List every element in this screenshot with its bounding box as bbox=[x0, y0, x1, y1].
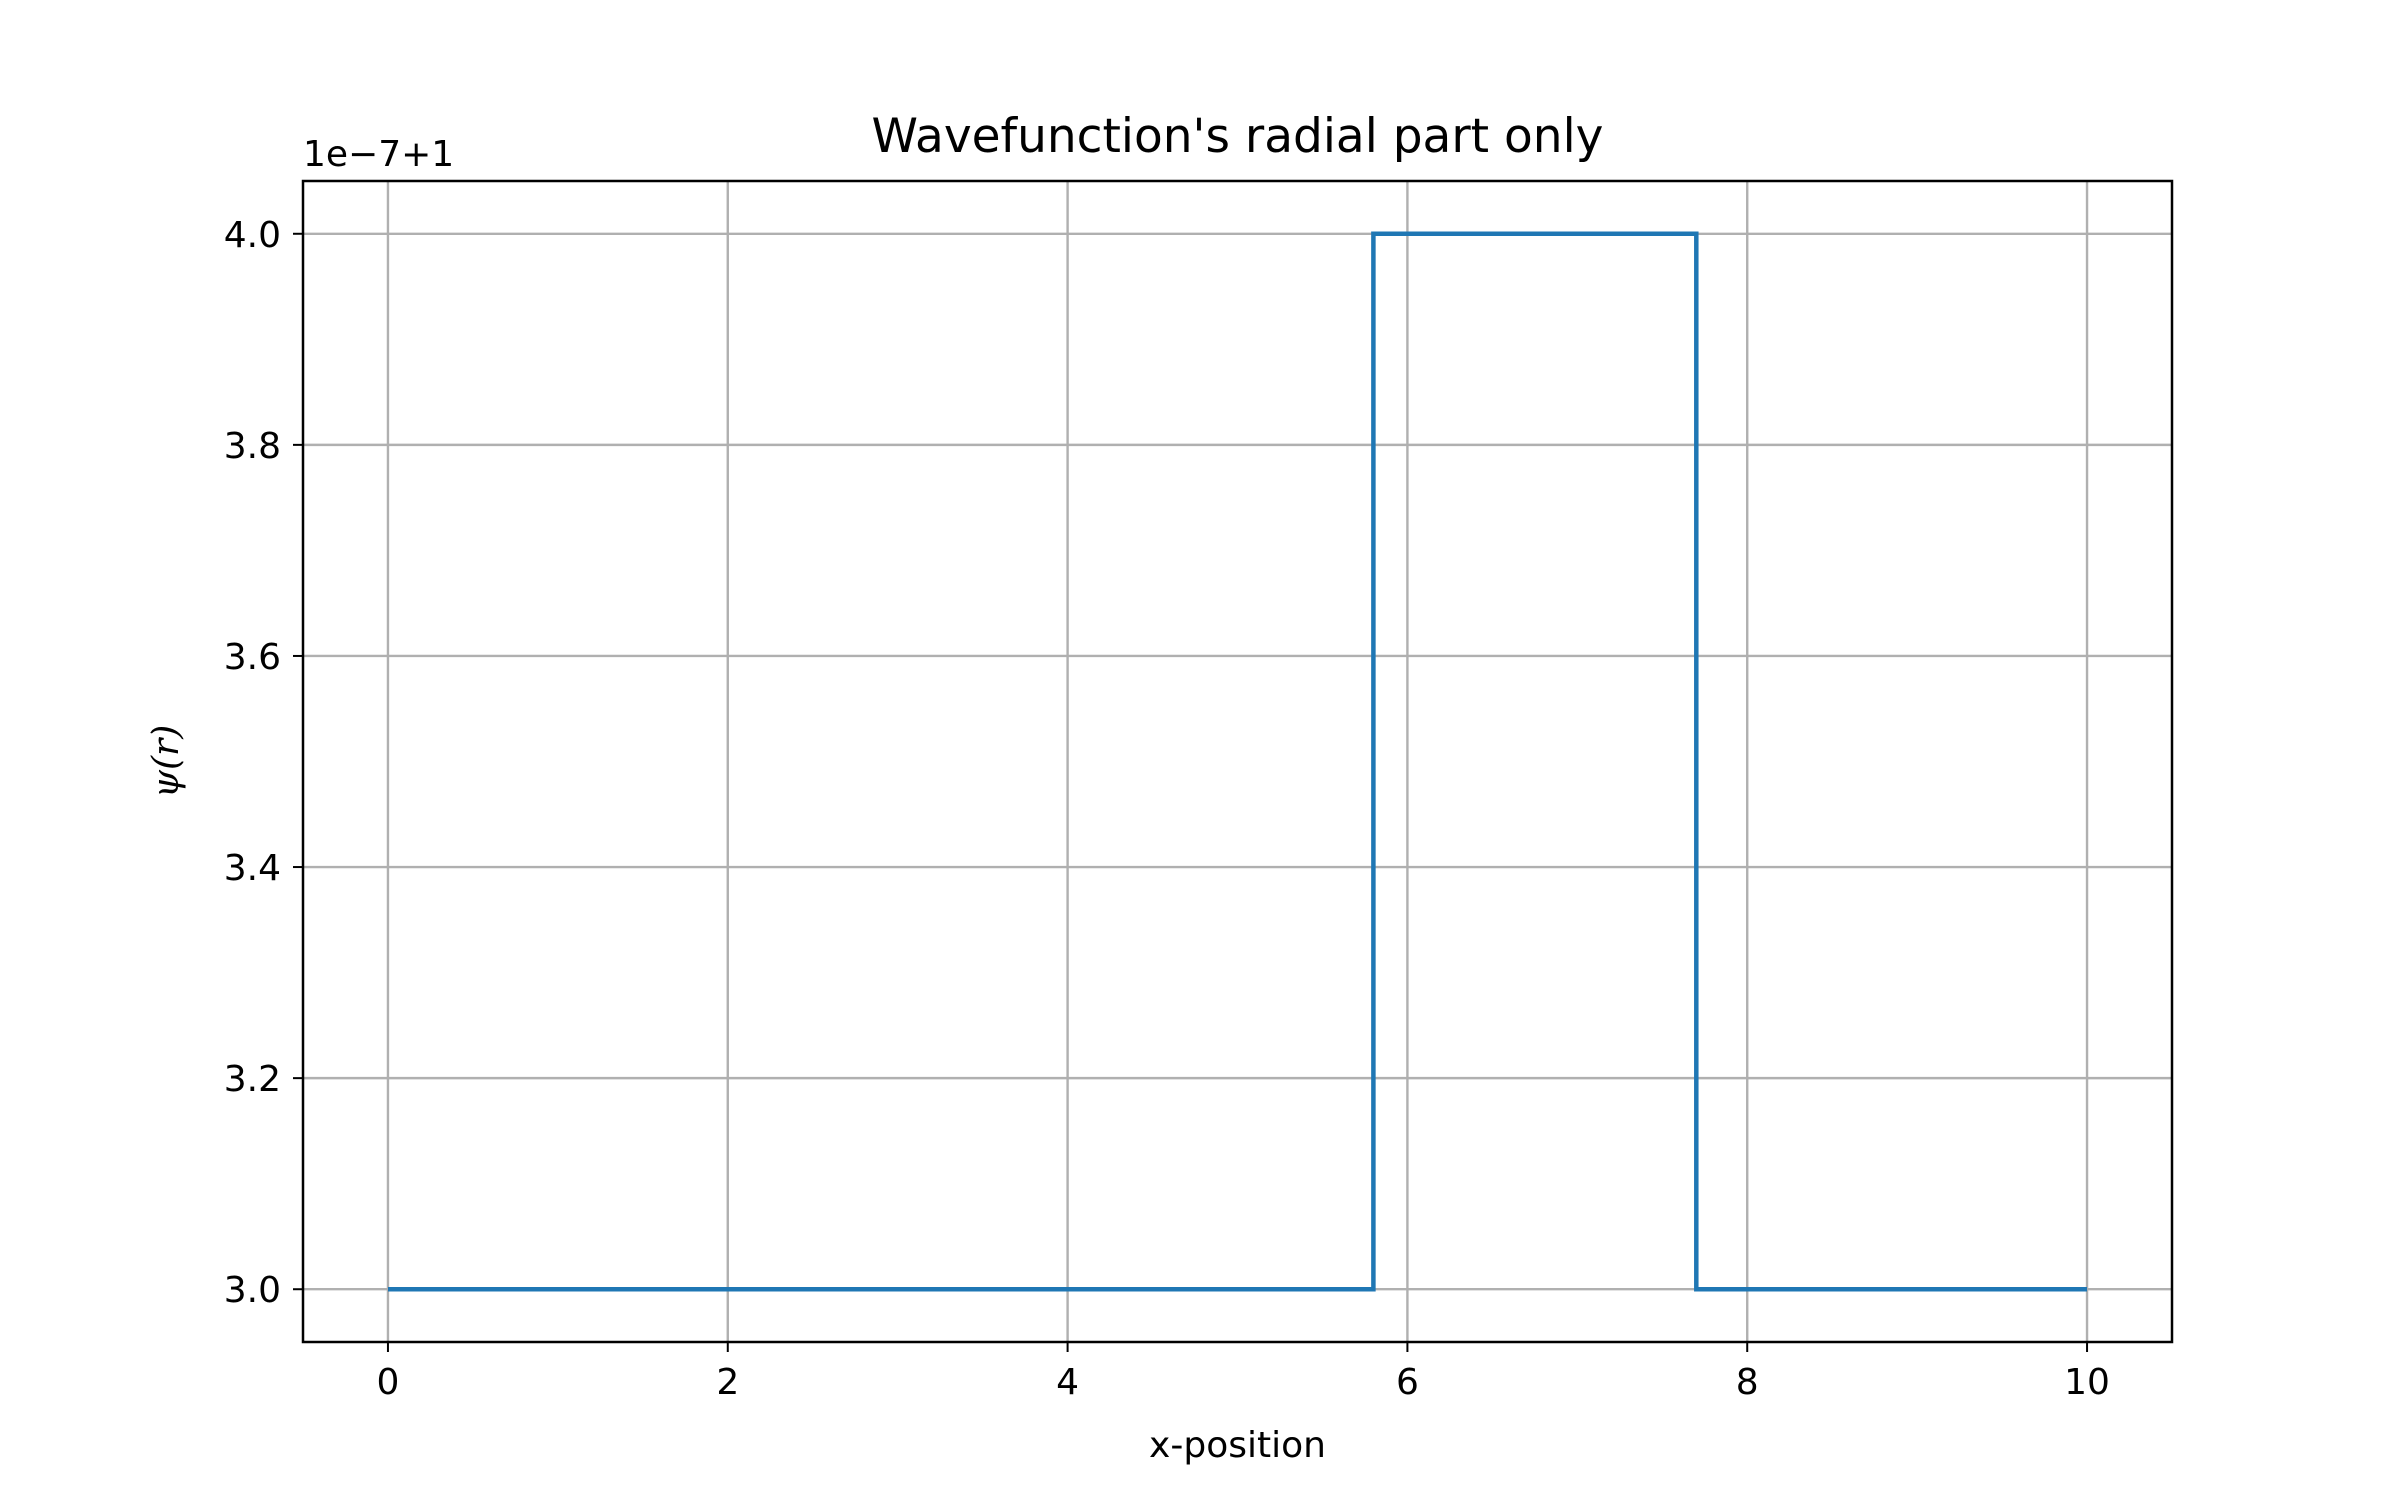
x-tick-label: 10 bbox=[2064, 1362, 2110, 1403]
x-tick-label: 4 bbox=[1056, 1362, 1079, 1403]
chart-title: Wavefunction's radial part only bbox=[872, 109, 1604, 164]
y-tick-label: 3.0 bbox=[224, 1270, 281, 1311]
series-line bbox=[388, 231, 2087, 1292]
x-tick-label: 8 bbox=[1736, 1362, 1759, 1403]
ticks: 0 2 4 6 8 10 3.0 3.2 3.4 3.6 3.8 4.0 bbox=[224, 215, 2110, 1403]
y-axis-label: ψ(r) bbox=[146, 725, 187, 799]
y-tick-label: 4.0 bbox=[224, 215, 281, 256]
y-tick-label: 3.6 bbox=[224, 637, 281, 678]
y-tick-label: 3.8 bbox=[224, 426, 281, 467]
y-tick-label: 3.2 bbox=[224, 1059, 281, 1100]
plot-frame bbox=[301, 179, 2174, 1344]
x-tick-label: 0 bbox=[377, 1362, 400, 1403]
x-tick-label: 2 bbox=[716, 1362, 739, 1403]
x-axis-label: x-position bbox=[1149, 1425, 1326, 1466]
series-layer bbox=[388, 231, 2087, 1292]
x-tick-label: 6 bbox=[1396, 1362, 1419, 1403]
y-tick-label: 3.4 bbox=[224, 848, 281, 889]
y-offset-label: 1e−7+1 bbox=[303, 134, 454, 175]
